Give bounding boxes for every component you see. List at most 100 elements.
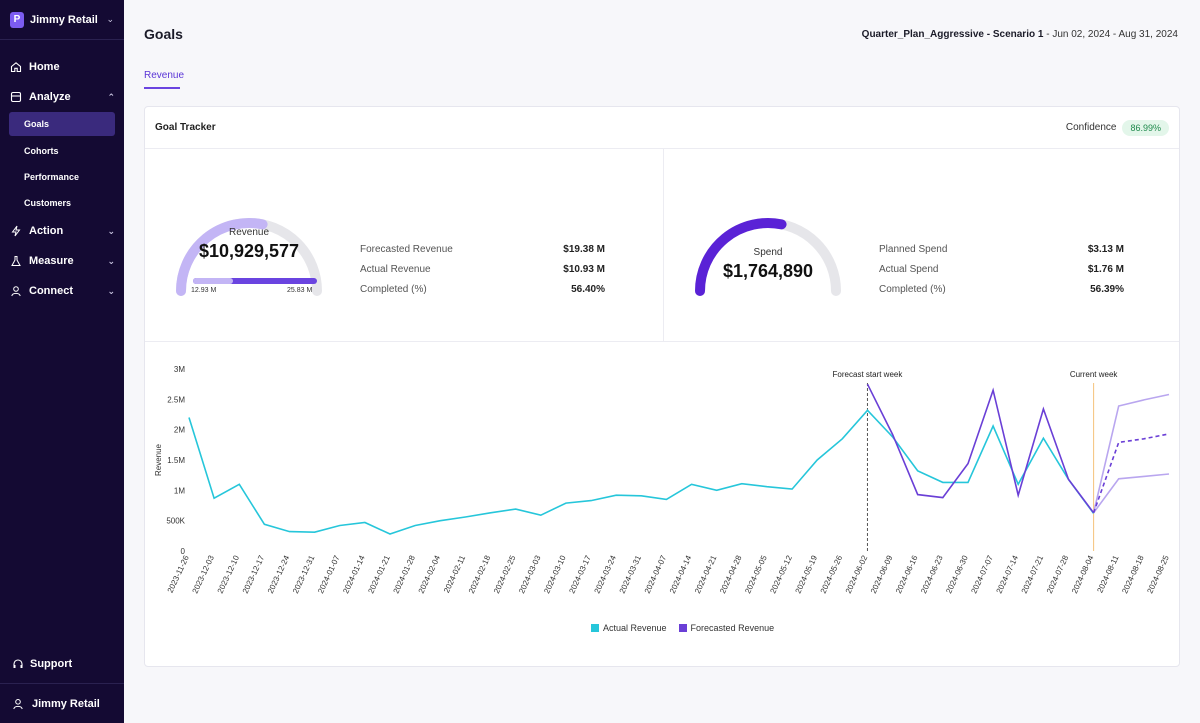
x-tick-label: 2024-07-14 — [995, 554, 1021, 595]
sidebar-item-measure[interactable]: Measure ⌄ — [0, 246, 124, 276]
metric-row: Actual Spend $1.76 M — [879, 264, 1124, 284]
x-tick-label: 2024-08-04 — [1070, 554, 1096, 595]
scenario-separator: - — [1046, 29, 1050, 40]
legend-label: Actual Revenue — [603, 623, 667, 633]
legend-item-actual[interactable]: Actual Revenue — [591, 623, 667, 633]
y-axis-label: Revenue — [154, 443, 163, 476]
y-tick-label: 1M — [174, 486, 185, 495]
sidebar: P Jimmy Retail ⌄ Home Analyze ⌃ Goals Co… — [0, 0, 124, 723]
sidebar-subitem-cohorts[interactable]: Cohorts — [24, 146, 59, 156]
brand-logo: P — [10, 11, 24, 28]
sidebar-item-label: Home — [29, 61, 60, 73]
x-tick-label: 2024-05-05 — [743, 554, 769, 595]
analyze-icon — [9, 90, 23, 104]
sidebar-subitem-customers[interactable]: Customers — [24, 198, 72, 208]
sidebar-item-action[interactable]: Action ⌄ — [0, 216, 124, 246]
x-tick-label: 2024-06-23 — [919, 554, 945, 595]
forecast-dashed-line — [1092, 433, 1170, 514]
metric-value: $3.13 M — [1087, 244, 1124, 255]
x-tick-label: 2024-07-28 — [1045, 554, 1071, 595]
metric-label: Actual Revenue — [360, 264, 431, 275]
y-tick-label: 3M — [174, 365, 185, 374]
goal-tracker-card: Goal Tracker Confidence 86.99% Revenue $… — [144, 106, 1180, 667]
workspace-switcher[interactable]: P Jimmy Retail ⌄ — [0, 0, 124, 40]
headset-icon — [12, 658, 24, 670]
metric-label: Completed (%) — [879, 284, 946, 295]
chevron-down-icon: ⌄ — [107, 285, 115, 296]
flask-icon — [9, 254, 23, 268]
x-tick-label: 2024-07-21 — [1020, 554, 1046, 595]
chart-legend: Actual Revenue Forecasted Revenue — [591, 623, 774, 633]
sidebar-item-label: Measure — [29, 255, 74, 267]
x-tick-label: 2024-05-12 — [768, 554, 794, 595]
x-tick-label: 2024-03-24 — [593, 554, 619, 595]
spend-gauge-value: $1,764,890 — [722, 261, 814, 281]
x-tick-label: 2024-08-25 — [1145, 554, 1171, 595]
metric-label: Actual Spend — [879, 264, 939, 275]
chevron-down-icon: ⌄ — [107, 225, 115, 236]
confidence-badge: 86.99% — [1122, 119, 1169, 136]
scenario-selector[interactable]: Quarter_Plan_Aggressive - Scenario 1 - J… — [862, 29, 1178, 40]
sidebar-subitem-performance[interactable]: Performance — [24, 172, 80, 182]
sidebar-item-label: Connect — [29, 285, 73, 297]
user-icon — [12, 698, 24, 710]
spend-gauge: Spend $1,764,890 — [678, 175, 858, 315]
workspace-name: Jimmy Retail — [30, 13, 98, 26]
x-tick-label: 2024-06-09 — [869, 554, 895, 595]
x-tick-label: 2024-02-18 — [467, 554, 493, 595]
legend-label: Forecasted Revenue — [690, 623, 775, 633]
page-title: Goals — [144, 26, 183, 42]
sidebar-item-connect[interactable]: Connect ⌄ — [0, 276, 124, 306]
support-link[interactable]: Support — [0, 652, 124, 676]
x-tick-label: 2023-12-31 — [291, 554, 317, 595]
forecasted-revenue-line — [866, 383, 1095, 514]
x-tick-label: 2024-06-30 — [944, 554, 970, 595]
x-tick-label: 2024-08-18 — [1120, 554, 1146, 595]
revenue-gauge: Revenue $10,929,577 12.93 M 25.83 M — [159, 175, 339, 315]
x-tick-label: 2024-04-28 — [718, 554, 744, 595]
revenue-panel: Revenue $10,929,577 12.93 M 25.83 M Fore… — [145, 149, 662, 341]
sidebar-subitem-goals[interactable]: Goals — [9, 112, 115, 136]
x-tick-label: 2024-05-19 — [794, 554, 820, 595]
x-tick-label: 2024-03-03 — [517, 554, 543, 595]
y-tick-label: 500K — [166, 517, 185, 526]
metric-row: Completed (%) 56.39% — [879, 284, 1124, 304]
revenue-range-max: 25.83 M — [287, 287, 313, 294]
revenue-chart: 0 500K 1M 1.5M 2M 2.5M 3M Revenue 2023-11-26 2023… — [145, 343, 1179, 666]
x-tick-label: 2024-08-11 — [1095, 554, 1120, 595]
annotation-label: Current week — [1070, 370, 1119, 379]
support-label: Support — [30, 658, 73, 670]
revenue-gauge-label: Revenue — [228, 227, 270, 238]
x-tick-label: 2024-04-21 — [693, 554, 719, 595]
x-tick-label: 2023-12-03 — [190, 554, 216, 595]
metric-label: Completed (%) — [360, 284, 427, 295]
spend-panel: Spend $1,764,890 Planned Spend $3.13 M A… — [663, 149, 1180, 341]
x-tick-label: 2023-11-26 — [166, 554, 191, 595]
user-profile[interactable]: Jimmy Retail — [0, 683, 124, 723]
forecast-lower-line — [1092, 473, 1170, 514]
chevron-down-icon: ⌄ — [106, 14, 114, 24]
x-tick-label: 2024-03-10 — [542, 554, 568, 595]
spend-gauge-fill — [695, 218, 787, 296]
x-tick-label: 2024-02-11 — [442, 554, 467, 595]
metric-value: $10.93 M — [563, 264, 605, 275]
connect-icon — [9, 284, 23, 298]
legend-swatch-actual — [591, 624, 599, 632]
card-title: Goal Tracker — [155, 122, 216, 133]
actual-revenue-line — [188, 409, 1095, 535]
annotation-label: Forecast start week — [833, 370, 904, 379]
metric-value: 56.39% — [1090, 284, 1124, 295]
sidebar-item-home[interactable]: Home — [0, 52, 124, 82]
scenario-name: Quarter_Plan_Aggressive - Scenario 1 — [861, 29, 1044, 40]
chevron-down-icon: ⌄ — [107, 255, 115, 266]
sidebar-item-analyze[interactable]: Analyze ⌃ — [0, 82, 124, 112]
revenue-gauge-value: $10,929,577 — [198, 241, 300, 261]
x-tick-label: 2024-03-31 — [618, 554, 644, 595]
y-tick-label: 1.5M — [167, 456, 185, 465]
tab-revenue[interactable]: Revenue — [144, 70, 184, 89]
sidebar-item-label: Action — [29, 225, 64, 237]
x-tick-label: 2024-06-02 — [844, 554, 870, 595]
metric-label: Planned Spend — [879, 244, 948, 255]
legend-item-forecast[interactable]: Forecasted Revenue — [678, 623, 775, 633]
